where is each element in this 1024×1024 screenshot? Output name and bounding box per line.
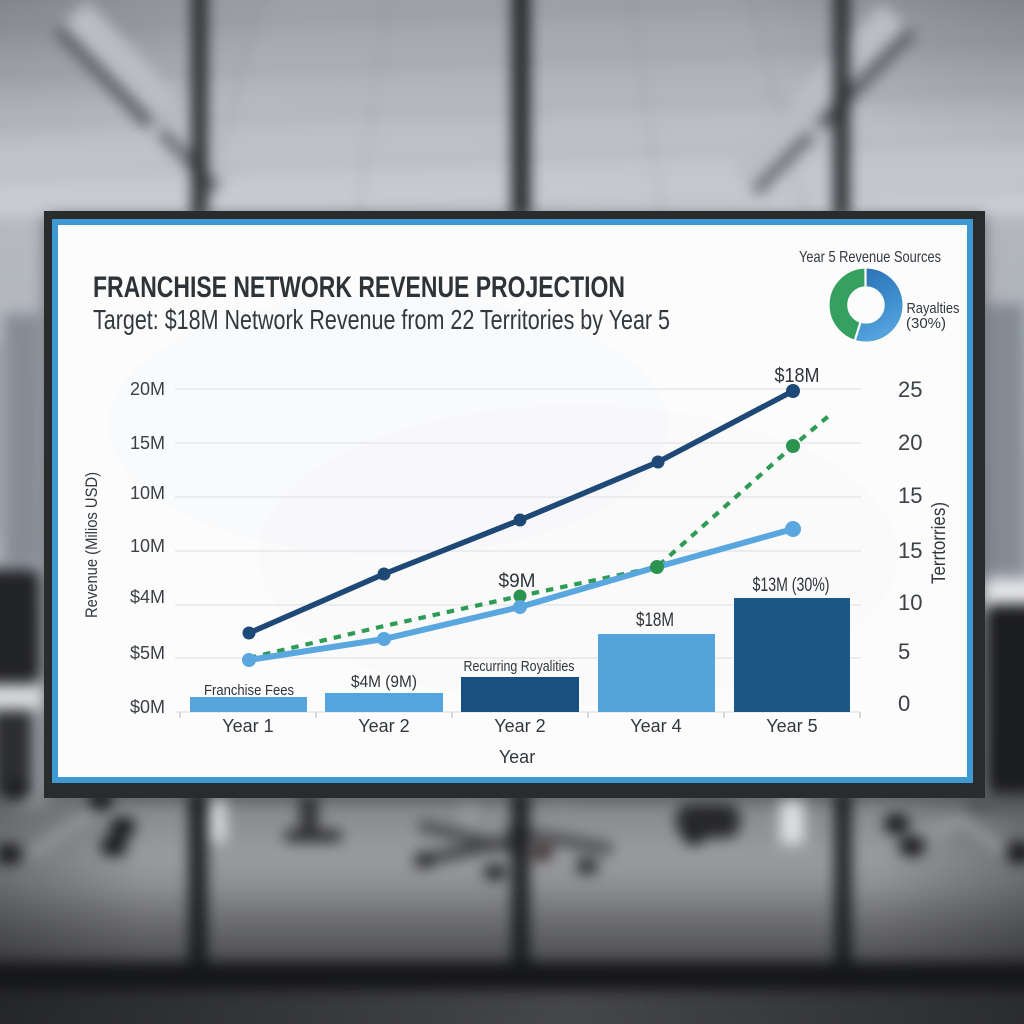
svg-text:$4M (9M): $4M (9M) <box>351 672 417 691</box>
svg-text:FRANCHISE NETWORK REVENUE PROJ: FRANCHISE NETWORK REVENUE PROJECTION <box>93 271 625 304</box>
svg-text:$0M: $0M <box>130 697 165 717</box>
svg-text:15M: 15M <box>130 433 165 453</box>
svg-text:Year 1: Year 1 <box>222 716 273 736</box>
svg-text:Year 2: Year 2 <box>358 716 409 736</box>
svg-text:Recurring Royalities: Recurring Royalities <box>464 658 575 675</box>
svg-text:15: 15 <box>898 538 922 563</box>
svg-text:20M: 20M <box>130 379 165 399</box>
svg-text:Franchise Fees: Franchise Fees <box>204 682 294 699</box>
svg-text:$18M: $18M <box>636 610 674 631</box>
svg-text:Terrtorries): Terrtorries) <box>929 502 950 584</box>
svg-text:$18M: $18M <box>775 365 820 387</box>
svg-text:10M: 10M <box>130 483 165 503</box>
svg-text:15: 15 <box>898 483 922 508</box>
svg-text:5: 5 <box>898 639 910 664</box>
svg-text:Target: $18M Network Revenue f: Target: $18M Network Revenue from 22 Ter… <box>93 304 670 335</box>
svg-text:(30%): (30%) <box>906 315 946 332</box>
svg-text:Year 5: Year 5 <box>766 716 817 736</box>
svg-text:Rayalties: Rayalties <box>907 300 960 317</box>
svg-text:Year 2: Year 2 <box>494 716 545 736</box>
svg-text:Revenue (Milios USD): Revenue (Milios USD) <box>82 472 101 618</box>
svg-text:$5M: $5M <box>130 643 165 663</box>
svg-text:Year: Year <box>499 747 535 767</box>
svg-text:Year 4: Year 4 <box>630 716 681 736</box>
svg-text:20: 20 <box>898 430 922 455</box>
svg-text:0: 0 <box>898 691 910 716</box>
svg-text:$9M: $9M <box>499 571 536 592</box>
svg-text:10M: 10M <box>130 536 165 556</box>
svg-text:10: 10 <box>898 590 922 615</box>
svg-text:$4M: $4M <box>130 587 165 607</box>
svg-text:$13M (30%): $13M (30%) <box>753 575 830 596</box>
svg-text:Year 5 Revenue Sources: Year 5 Revenue Sources <box>799 249 941 266</box>
svg-text:25: 25 <box>898 377 922 402</box>
